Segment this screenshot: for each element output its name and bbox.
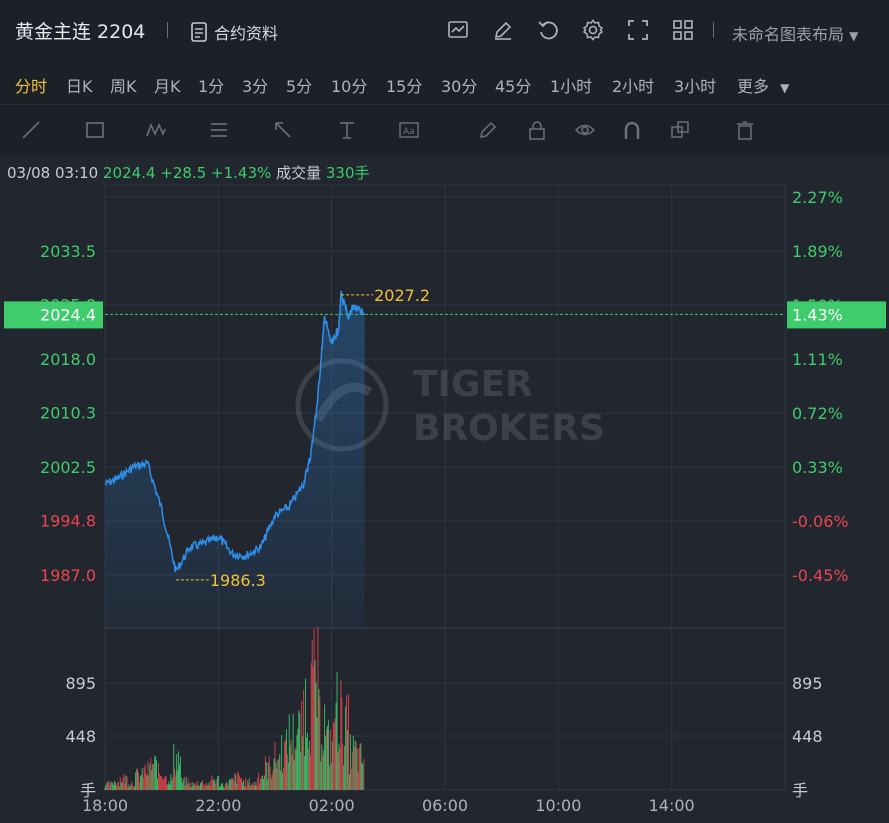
price-area-fill: [105, 290, 365, 628]
tab-period-monthly[interactable]: 月K: [154, 77, 181, 96]
y-right-tick-label: 0.72%: [792, 404, 843, 423]
current-pct-badge: [787, 301, 886, 329]
y-right-tick-label: 1.11%: [792, 350, 843, 369]
x-tick-label: 06:00: [422, 796, 468, 815]
layout-name-label: 未命名图表布局: [732, 25, 845, 44]
tab-period-3h[interactable]: 3小时: [674, 77, 717, 96]
price-line: [104, 290, 365, 573]
tab-period-1h[interactable]: 1小时: [550, 77, 593, 96]
y-left-tick-label: 1994.8: [40, 512, 96, 531]
y-left-tick-label: 1987.0: [40, 566, 96, 585]
y-right-tick-label: -0.06%: [792, 512, 849, 531]
y-right-tick-label: 0.33%: [792, 458, 843, 477]
y-right-tick-label: 2.27%: [792, 188, 843, 207]
eye-icon[interactable]: [574, 119, 596, 141]
x-tick-label: 22:00: [195, 796, 241, 815]
quote-datetime: 03/08 03:10: [7, 164, 99, 182]
current-pct-badge-label: 1.43%: [792, 305, 843, 324]
document-icon: [191, 22, 207, 42]
y-left-tick-label: 2018.0: [40, 350, 96, 369]
fullscreen-icon[interactable]: [626, 18, 650, 42]
quote-price: 2024.4: [103, 164, 156, 182]
quote-change: +28.5: [160, 164, 207, 182]
magnet-icon[interactable]: [621, 119, 643, 141]
quote-volume: 330手: [325, 164, 370, 182]
tab-period-10m[interactable]: 10分: [331, 77, 368, 96]
x-tick-label: 18:00: [82, 796, 128, 815]
volume-tick-label-left: 895: [65, 674, 96, 693]
y-right-tick-label: 1.89%: [792, 242, 843, 261]
edit-icon[interactable]: [491, 18, 515, 42]
y-left-tick-label: 2010.3: [40, 404, 96, 423]
tab-period-daily[interactable]: 日K: [66, 77, 93, 96]
price-markers: 2024.4 1.43% 2027.2 1986.3: [4, 286, 886, 590]
undo-icon[interactable]: [536, 18, 560, 42]
instrument-title: 黄金主连 2204: [15, 21, 146, 43]
gear-icon[interactable]: [581, 18, 605, 42]
separator: [713, 22, 714, 38]
caret-down-icon: ▼: [780, 81, 790, 95]
trash-icon[interactable]: [734, 119, 756, 141]
drawing-toolbar: Aa: [0, 104, 889, 155]
tab-period-2h[interactable]: 2小时: [612, 77, 655, 96]
trendline-tool-icon[interactable]: [20, 119, 42, 141]
rectangle-tool-icon[interactable]: [84, 119, 106, 141]
current-price-badge-label: 2024.4: [40, 305, 96, 324]
quote-change-pct: +1.43%: [211, 164, 272, 182]
volume-unit-left: 手: [80, 781, 96, 800]
contract-info-button[interactable]: 合约资料: [190, 20, 278, 44]
arrow-tool-icon[interactable]: [272, 119, 294, 141]
y-right-tick-label: -0.45%: [792, 566, 849, 585]
fibonacci-tool-icon[interactable]: [208, 119, 230, 141]
text-tool-icon[interactable]: Aa: [398, 119, 420, 141]
y-left-tick-label: 2033.5: [40, 242, 96, 261]
volume-bars: [104, 626, 365, 790]
pencil-icon[interactable]: [477, 119, 499, 141]
quote-info-line: 03/08 03:10 2024.4 +28.5 +1.43% 成交量 330手: [7, 162, 370, 183]
volume-label: 成交量: [276, 164, 322, 182]
tab-period-45m[interactable]: 45分: [495, 77, 532, 96]
tab-period-1m[interactable]: 1分: [198, 77, 225, 96]
volume-tick-label-right: 895: [792, 674, 823, 693]
chart-grid: [104, 184, 786, 791]
more-periods-dropdown[interactable]: 更多 ▼: [737, 73, 789, 97]
copy-icon[interactable]: [669, 119, 691, 141]
layout-selector[interactable]: 未命名图表布局 ▼: [732, 21, 858, 45]
watermark-line2: BROKERS: [413, 408, 605, 449]
separator: [167, 22, 168, 38]
more-label: 更多: [737, 77, 770, 96]
low-marker-label: 1986.3: [210, 571, 266, 590]
tab-period-30m[interactable]: 30分: [441, 77, 478, 96]
measure-tool-icon[interactable]: [336, 119, 358, 141]
tab-period-intraday[interactable]: 分时: [15, 77, 48, 96]
contract-info-label: 合约资料: [214, 24, 279, 43]
y-left-tick-label: 2002.5: [40, 458, 96, 477]
volume-tick-label-right: 448: [792, 727, 823, 746]
tab-period-3m[interactable]: 3分: [242, 77, 269, 96]
x-tick-label: 02:00: [309, 796, 355, 815]
watermark-line1: TIGER: [413, 364, 533, 405]
axis-labels: 2033.52025.82018.02010.32002.51994.81987…: [40, 188, 849, 815]
period-tabs: 分时 日K 周K 月K 1分 3分 5分 10分 15分 30分 45分 1小时…: [0, 60, 889, 104]
chart-type-icon[interactable]: [446, 18, 470, 42]
tab-period-15m[interactable]: 15分: [386, 77, 423, 96]
x-tick-label: 10:00: [535, 796, 581, 815]
current-price-badge: [4, 301, 103, 329]
lock-icon[interactable]: [526, 119, 548, 141]
grid-layout-icon[interactable]: [671, 18, 695, 42]
volume-tick-label-left: 448: [65, 727, 96, 746]
svg-text:Aa: Aa: [403, 127, 415, 137]
volume-unit-right: 手: [792, 781, 808, 800]
pattern-tool-icon[interactable]: [145, 119, 167, 141]
caret-down-icon: ▼: [849, 29, 859, 43]
tab-period-5m[interactable]: 5分: [286, 77, 313, 96]
x-tick-label: 14:00: [649, 796, 695, 815]
high-marker-label: 2027.2: [374, 286, 430, 305]
tab-period-weekly[interactable]: 周K: [110, 77, 137, 96]
top-bar: 黄金主连 2204 合约资料 未命名图表布局 ▼: [0, 0, 889, 60]
